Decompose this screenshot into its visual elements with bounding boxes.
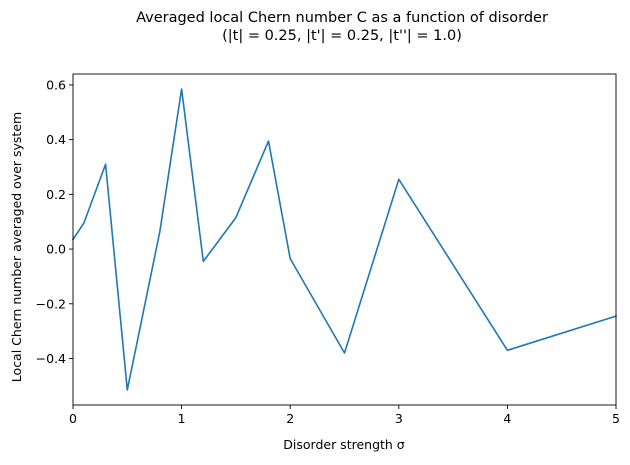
x-tick-label: 1 xyxy=(178,411,186,426)
chart-title-line-1: Averaged local Chern number C as a funct… xyxy=(136,10,548,26)
chart-title-line-2: (|t| = 0.25, |t'| = 0.25, |t''| = 1.0) xyxy=(222,28,462,44)
y-tick-label: 0.2 xyxy=(46,187,66,202)
x-axis-label: Disorder strength σ xyxy=(283,437,405,452)
x-tick-label: 2 xyxy=(286,411,294,426)
y-tick-label: 0.6 xyxy=(46,77,66,92)
x-tick-label: 5 xyxy=(612,411,620,426)
y-tick-label: −0.4 xyxy=(36,351,66,366)
x-tick-label: 4 xyxy=(503,411,511,426)
y-tick-label: 0.4 xyxy=(46,132,66,147)
y-axis-label: Local Chern number averaged over system xyxy=(9,112,24,382)
series-line-1 xyxy=(71,88,618,391)
x-tick-label: 0 xyxy=(69,411,77,426)
y-tick-label: −0.2 xyxy=(36,296,66,311)
x-tick-label: 3 xyxy=(395,411,403,426)
axes-frame xyxy=(72,73,617,406)
y-tick-label: 0.0 xyxy=(46,242,66,257)
plot-area: 0 1 2 3 4 5 −0.4 −0.2 0.0 0.2 0.4 0.6 xyxy=(36,73,620,426)
